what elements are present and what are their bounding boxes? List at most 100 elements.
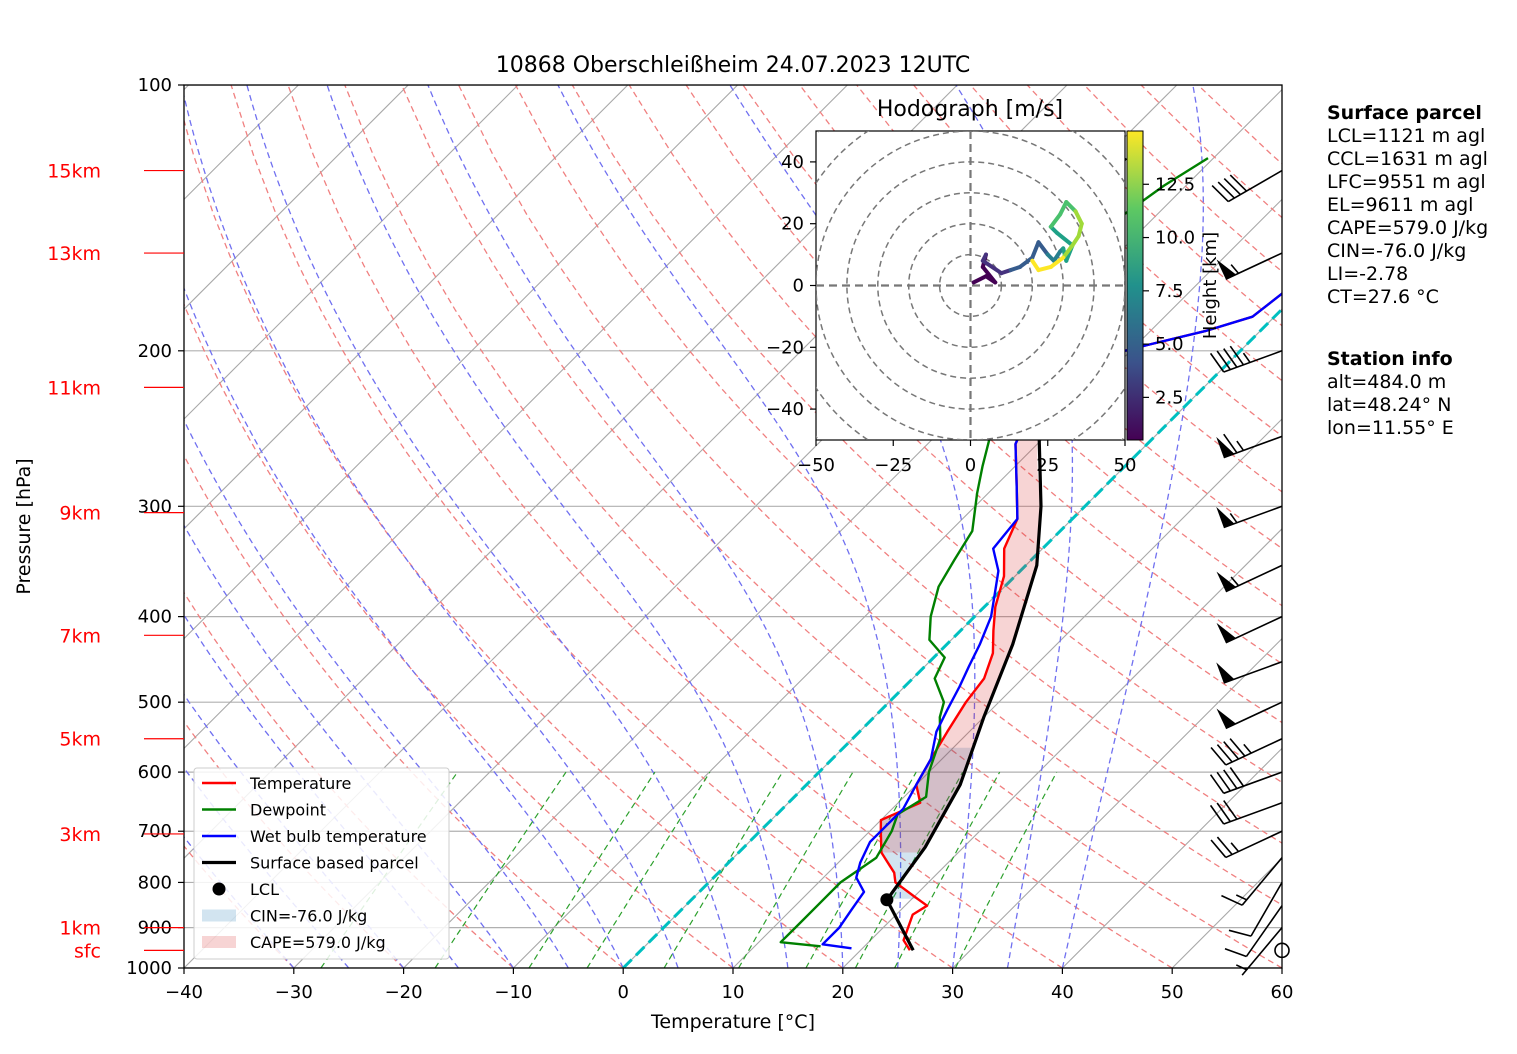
height-label: 7km: [59, 625, 101, 647]
barb-half: [1230, 264, 1240, 274]
wind-barb: [1228, 882, 1283, 937]
barb-shaft: [1227, 169, 1283, 203]
barb-flag: [1216, 662, 1235, 683]
height-label: sfc: [74, 940, 101, 962]
wind-barb: [1209, 767, 1283, 795]
colorbar-tick-label: 10.0: [1155, 228, 1195, 249]
hodograph-trace: [971, 274, 988, 285]
hodograph-trace: [1036, 264, 1053, 273]
isotherm: [184, 85, 519, 420]
y-tick-label: 300: [138, 496, 172, 517]
cin-area: [880, 747, 973, 899]
station-info-heading: Station info: [1327, 348, 1453, 370]
wind-barb: [1209, 345, 1283, 373]
hodograph-x-tick-label: 25: [1036, 455, 1059, 476]
lcl-marker: [880, 893, 894, 907]
moist-adiabat: [729, 85, 976, 968]
height-label: 5km: [59, 729, 101, 751]
barb-full: [1223, 769, 1238, 789]
barb-half: [1230, 576, 1240, 587]
hodograph-trace: [1064, 200, 1078, 214]
colorbar-label: Height [km]: [1200, 232, 1221, 339]
hodograph-trace: [1030, 240, 1041, 260]
y-tick-label: 100: [138, 75, 172, 96]
barb-shaft: [1250, 882, 1283, 937]
isotherm: [184, 85, 848, 750]
surface-parcel-heading: Surface parcel: [1327, 102, 1482, 124]
barb-half: [1243, 743, 1252, 754]
colorbar-tick-label: 7.5: [1155, 281, 1184, 302]
dry-adiabat: [514, 85, 1282, 844]
moist-adiabat: [184, 93, 679, 968]
station-info-line: lon=11.55° E: [1327, 417, 1454, 439]
hodograph: Hodograph [m/s] −50 −25 0 25 50 −40 −20 0 20 40 2.…: [766, 97, 1221, 476]
hodograph-trace: [1061, 243, 1075, 260]
cape-cin-fills: [880, 350, 1126, 899]
barb-full: [1217, 181, 1235, 199]
legend-swatch: [212, 882, 226, 896]
moist-adiabat: [1061, 85, 1204, 968]
x-tick-label: 20: [831, 982, 854, 1003]
mixing-ratio-line: [434, 771, 567, 968]
barb-shaft: [1241, 927, 1283, 976]
mixing-ratio-line: [854, 771, 964, 968]
barb-shaft: [1223, 350, 1283, 373]
hodograph-x-tick-label: 0: [965, 455, 976, 476]
barb-shaft: [1225, 830, 1283, 859]
barb-full: [1216, 802, 1231, 823]
colorbar: [1126, 130, 1144, 441]
hodograph-trace: [980, 264, 998, 285]
station-info-line: alt=484.0 m: [1327, 371, 1447, 393]
legend: Temperature Dewpoint Wet bulb temperature S…: [193, 767, 450, 960]
barb-full: [1210, 839, 1227, 858]
barb-shaft: [1241, 857, 1283, 906]
hodograph-x-tick-label: −50: [797, 455, 835, 476]
surface-parcel-line: CIN=-76.0 J/kg: [1327, 240, 1467, 262]
mixing-ratio-line: [586, 771, 711, 968]
wind-barb: [1216, 252, 1283, 280]
wind-barb: [1211, 169, 1283, 203]
hodograph-trace: [1030, 258, 1041, 273]
surface-parcel-line: CAPE=579.0 J/kg: [1327, 217, 1489, 239]
barb-full: [1224, 948, 1247, 958]
hodograph-trace: [1048, 255, 1066, 269]
dry-adiabat: [184, 454, 624, 968]
barb-half: [1230, 842, 1240, 853]
barb-full: [1223, 433, 1238, 454]
wind-barb: [1216, 701, 1283, 730]
mixing-ratio-line: [805, 771, 917, 968]
legend-label: LCL: [250, 880, 279, 899]
wind-barb: [1216, 433, 1283, 459]
wetbulb-line: [821, 292, 1282, 950]
barb-full: [1229, 738, 1246, 757]
hodograph-trace: [1036, 240, 1050, 257]
hodograph-y-tick-label: −40: [766, 399, 804, 420]
barb-half: [1235, 894, 1247, 901]
dry-adiabat: [458, 85, 1282, 906]
x-tick-label: 10: [722, 982, 745, 1003]
hodograph-y-tick-label: 20: [781, 214, 804, 235]
wind-barb: [1216, 505, 1283, 529]
hodograph-trace: [1058, 200, 1069, 217]
isotherm: [952, 637, 1282, 968]
y-axis-label: Pressure [hPa]: [13, 458, 35, 594]
moist-adiabat: [427, 85, 844, 968]
hodograph-x-tick-label: −25: [874, 455, 912, 476]
barb-full: [1229, 174, 1248, 192]
legend-label: Temperature: [249, 774, 351, 793]
barb-shaft: [1245, 905, 1283, 957]
barb-half: [1235, 964, 1247, 971]
wind-barb: [1216, 615, 1283, 644]
barb-full: [1223, 348, 1238, 368]
height-label: 13km: [47, 243, 101, 265]
legend-label: Surface based parcel: [250, 854, 419, 873]
legend-label: CIN=-76.0 J/kg: [250, 907, 367, 926]
height-label: 9km: [59, 503, 101, 525]
legend-swatch: [202, 936, 236, 948]
height-label: 1km: [59, 918, 101, 940]
barb-flag: [1216, 622, 1236, 643]
barb-shaft: [1225, 615, 1283, 644]
wind-barb: [1216, 661, 1283, 684]
station-info-line: lat=48.24° N: [1327, 394, 1452, 416]
moist-adiabat: [246, 85, 734, 968]
